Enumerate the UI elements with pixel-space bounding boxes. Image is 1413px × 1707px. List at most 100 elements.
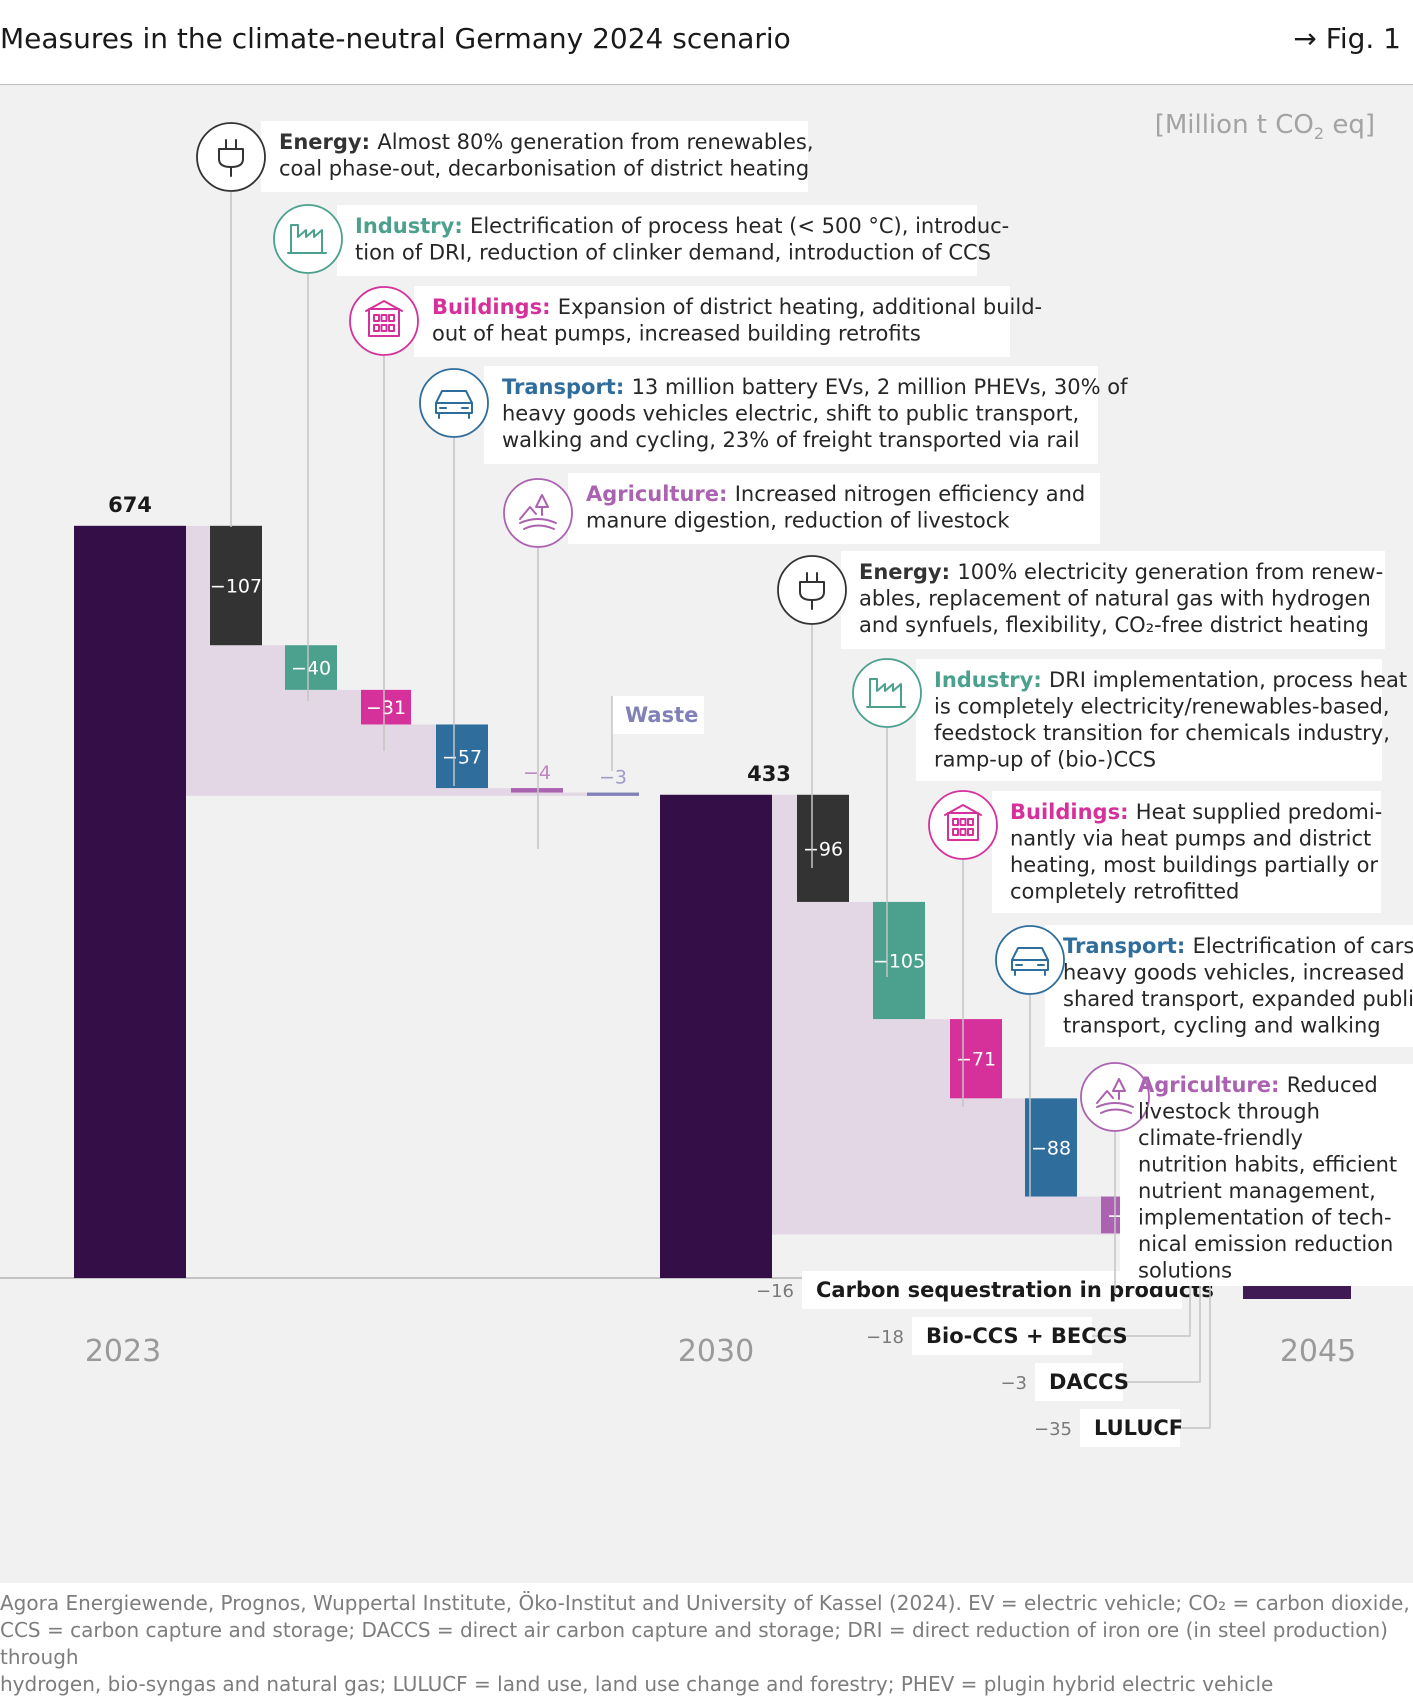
plug-icon-glyph: [799, 572, 825, 610]
annotation-line-2030-2045-industry: is completely electricity/renewables-bas…: [934, 695, 1390, 719]
annotation-text-2030-2045-buildings: nantly via heat pumps and district: [1010, 827, 1371, 851]
annotation-box-2030-2045-transport: [1045, 925, 1413, 1047]
annotation-text-2030-2045-transport: heavy goods vehicles, increased: [1063, 961, 1405, 985]
annotation-box-2023-2030-industry: [337, 205, 977, 276]
step-bar-2030-2045-transport: [1025, 1098, 1077, 1197]
annotation-text-2030-2045-buildings: completely retrofitted: [1010, 880, 1239, 904]
step-bar-2023-2030-waste: [587, 792, 639, 796]
annotation-text-2030-2045-industry: ramp-up of (bio-)CCS: [934, 748, 1156, 772]
annotation-line-2023-2030-buildings: Buildings: Expansion of district heating…: [432, 295, 1042, 319]
annotation-box-2023-2030-energy: [261, 121, 808, 192]
step-bar-2023-2030-transport: [436, 724, 488, 789]
annotation-text-2023-2030-energy: coal phase-out, decarbonisation of distr…: [279, 157, 809, 181]
annotation-line-2023-2030-energy: Energy: Almost 80% generation from renew…: [279, 130, 814, 154]
annotation-line-2023-2030-energy: coal phase-out, decarbonisation of distr…: [279, 157, 809, 181]
annotation-title-2030-2045-buildings: Buildings:: [1010, 800, 1136, 824]
shade-region-2030-2045: [772, 794, 1236, 1235]
building-icon-glyph: [944, 804, 982, 841]
annotation-line-2030-2045-buildings: completely retrofitted: [1010, 880, 1239, 904]
annotation-line-2023-2030-industry: tion of DRI, reduction of clinker demand…: [355, 241, 991, 265]
year-label-2045: 2045: [1280, 1334, 1356, 1369]
landscape-icon-glyph: [519, 494, 557, 530]
annotation-box-2023-2030-agriculture: [568, 473, 1100, 544]
car-icon-glyph: [435, 390, 473, 419]
annotation-text-2030-2045-agriculture: nical emission reduction: [1138, 1232, 1393, 1256]
annotation-title-2030-2045-industry: Industry:: [934, 668, 1049, 692]
annotation-text-2023-2030-agriculture: manure digestion, reduction of livestock: [586, 509, 1010, 533]
annotation-line-2023-2030-transport: Transport: 13 million battery EVs, 2 mil…: [502, 375, 1128, 399]
annotation-line-2023-2030-transport: heavy goods vehicles electric, shift to …: [502, 402, 1079, 426]
annotation-text-2030-2045-transport: transport, cycling and walking: [1063, 1014, 1381, 1038]
annotation-title-2030-2045-agriculture: Agriculture:: [1138, 1073, 1287, 1097]
annotation-line-2030-2045-industry: ramp-up of (bio-)CCS: [934, 748, 1156, 772]
annotation-text-2030-2045-agriculture: Reduced: [1287, 1073, 1378, 1097]
annotation-line-2030-2045-industry: feedstock transition for chemicals indus…: [934, 721, 1390, 745]
step-label-2030-2045-energy: −96: [803, 838, 843, 860]
year-label-2030: 2030: [678, 1334, 754, 1369]
annotation-title-2030-2045-energy: Energy:: [859, 560, 957, 584]
sink-name-1: Bio-CCS + BECCS: [926, 1324, 1128, 1348]
sink-value-2: −3: [1000, 1373, 1027, 1394]
factory-icon: [852, 658, 922, 728]
annotation-box-2030-2045-agriculture: [1120, 1064, 1413, 1286]
total-label-2030: 433: [747, 762, 791, 786]
annotation-text-2023-2030-transport: 13 million battery EVs, 2 million PHEVs,…: [632, 375, 1129, 399]
step-bar-2030-2045-industry: [873, 901, 925, 1020]
car-icon-glyph: [1011, 947, 1049, 976]
annotation-text-2030-2045-industry: DRI implementation, process heat: [1049, 668, 1407, 692]
annotation-line-2030-2045-agriculture: livestock through: [1138, 1100, 1320, 1124]
step-bar-2023-2030-energy: [210, 525, 262, 646]
annotation-text-2023-2030-agriculture: Increased nitrogen efficiency and: [735, 482, 1086, 506]
annotation-line-2030-2045-buildings: Buildings: Heat supplied predomi-: [1010, 800, 1382, 824]
annotation-title-2030-2045-transport: Transport:: [1063, 934, 1193, 958]
step-label-2023-2030-energy: −107: [210, 576, 262, 598]
sink-name-3: LULUCF: [1094, 1416, 1183, 1440]
footnote-line: CCS = carbon capture and storage; DACCS …: [0, 1618, 1388, 1669]
annotation-line-2023-2030-agriculture: Agriculture: Increased nitrogen efficien…: [586, 482, 1085, 506]
step-bar-2030-2045-energy: [797, 794, 849, 902]
annotation-title-2023-2030-industry: Industry:: [355, 214, 470, 238]
footnote-line: hydrogen, bio-syngas and natural gas; LU…: [0, 1672, 1274, 1696]
landscape-icon-glyph: [1096, 1078, 1134, 1114]
annotation-text-2023-2030-buildings: out of heat pumps, increased building re…: [432, 322, 921, 346]
step-label-2023-2030-buildings: −31: [366, 697, 406, 719]
chart-title: Measures in the climate-neutral Germany …: [0, 22, 791, 55]
step-label-2030-2045-industry: −105: [873, 950, 925, 972]
factory-icon-glyph: [866, 678, 906, 708]
annotation-text-2030-2045-agriculture: livestock through: [1138, 1100, 1320, 1124]
annotation-line-2030-2045-agriculture: nical emission reduction: [1138, 1232, 1393, 1256]
annotation-line-2030-2045-energy: ables, replacement of natural gas with h…: [859, 587, 1371, 611]
annotation-text-2030-2045-energy: and synfuels, flexibility, CO₂-free dist…: [859, 613, 1369, 637]
step-label-2030-2045-buildings: −71: [956, 1049, 996, 1071]
step-label-2023-2030-transport: −57: [442, 746, 482, 768]
annotation-line-2030-2045-agriculture: solutions: [1138, 1259, 1232, 1283]
step-bar-2023-2030-buildings: [361, 689, 411, 725]
annotation-line-2030-2045-buildings: nantly via heat pumps and district: [1010, 827, 1371, 851]
annotation-text-2030-2045-buildings: heating, most buildings partially or: [1010, 853, 1378, 877]
annotation-line-2030-2045-agriculture: Agriculture: Reduced: [1138, 1073, 1378, 1097]
annotation-title-2023-2030-transport: Transport:: [502, 375, 632, 399]
annotation-text-2023-2030-industry: tion of DRI, reduction of clinker demand…: [355, 241, 991, 265]
chart-area: [Million t CO2 eq] 674 433 −107 −40 −31 −57 −4…: [0, 85, 1413, 1583]
plug-icon: [777, 555, 847, 625]
annotation-text-2030-2045-industry: is completely electricity/renewables-bas…: [934, 695, 1390, 719]
sink-value-0: −16: [756, 1281, 794, 1302]
year-label-2023: 2023: [85, 1334, 161, 1369]
total-label-2023: 674: [108, 493, 152, 517]
waste-label-box: [612, 696, 704, 734]
annotation-line-2030-2045-transport: shared transport, expanded public: [1063, 987, 1413, 1011]
sink-label-box-3: [1080, 1409, 1180, 1447]
landscape-icon: [503, 478, 573, 548]
step-bar-2030-2045-buildings: [950, 1019, 1002, 1099]
annotation-line-2030-2045-transport: transport, cycling and walking: [1063, 1014, 1381, 1038]
waste-label: Waste: [625, 703, 698, 727]
footnote-line: Agora Energiewende, Prognos, Wuppertal I…: [0, 1591, 1410, 1615]
annotation-text-2030-2045-agriculture: nutrition habits, efficient: [1138, 1153, 1397, 1177]
annotation-line-2030-2045-transport: heavy goods vehicles, increased: [1063, 961, 1405, 985]
annotation-box-2023-2030-buildings: [414, 286, 1010, 357]
factory-icon-glyph: [287, 224, 327, 254]
header-divider: [0, 84, 1413, 85]
annotation-text-2030-2045-agriculture: nutrient management,: [1138, 1179, 1376, 1203]
sink-value-3: −35: [1034, 1419, 1072, 1440]
step-label-2030-2045-transport: −88: [1031, 1137, 1071, 1159]
